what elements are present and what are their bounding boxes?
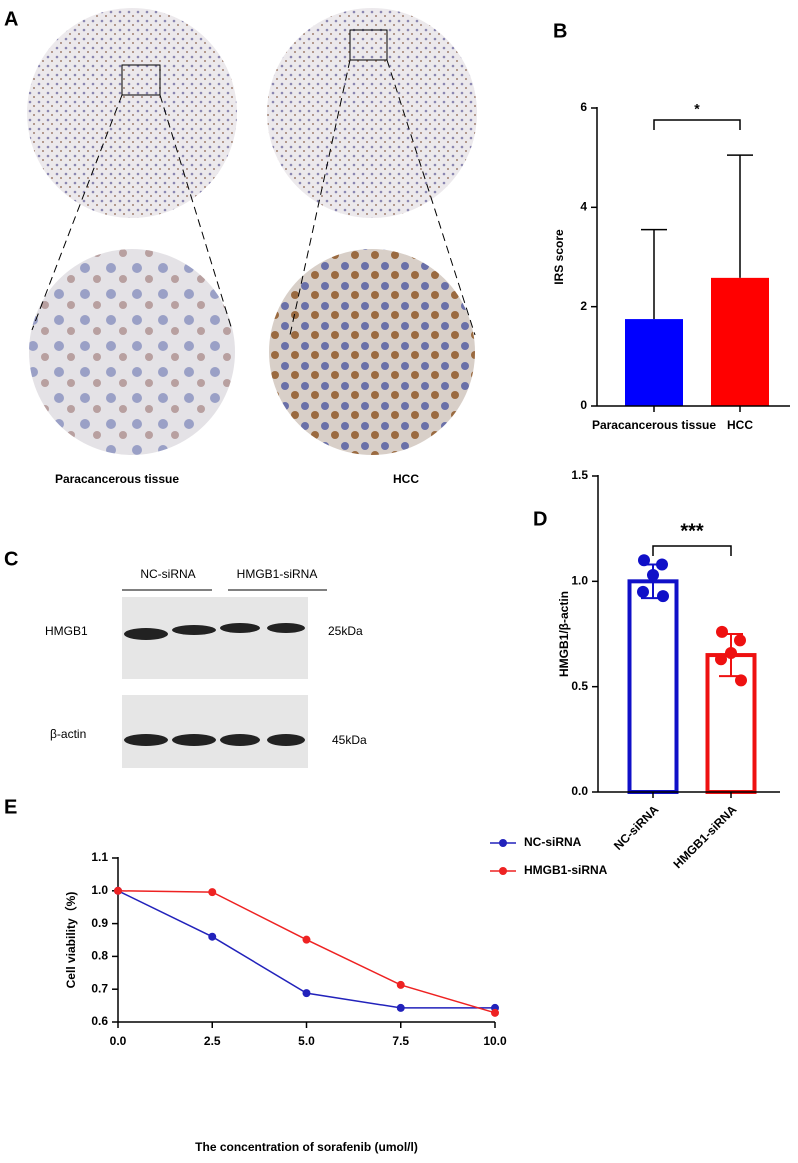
zoom-image	[269, 249, 475, 455]
y-tick-label: 1.0	[91, 883, 108, 897]
caption: HCC	[393, 472, 419, 486]
x-axis-label: The concentration of sorafenib (umol/l)	[195, 1140, 418, 1154]
row-label: HMGB1	[45, 624, 88, 638]
y-tick-label: 2	[580, 299, 587, 313]
data-point	[734, 634, 746, 647]
data-point	[208, 888, 217, 897]
y-tick-label: 6	[580, 100, 587, 114]
significance-bracket	[653, 119, 741, 130]
row-label: β-actin	[50, 727, 86, 741]
data-point	[647, 569, 659, 582]
x-tick-label: 10.0	[483, 1034, 507, 1048]
bar	[711, 277, 769, 406]
zoom-lines	[31, 59, 476, 336]
x-tick-label: HCC	[727, 418, 753, 432]
data-point	[396, 1003, 405, 1012]
size-label: 25kDa	[328, 624, 363, 638]
x-tick-label: 2.5	[204, 1034, 221, 1048]
panel-label: D	[533, 508, 547, 530]
y-tick-label: 0	[580, 398, 587, 412]
bar	[625, 319, 683, 406]
data-point	[735, 674, 747, 687]
data-point	[302, 935, 311, 944]
panel-label: E	[4, 796, 17, 818]
data-point	[396, 980, 405, 989]
data-point	[208, 932, 217, 941]
data-point	[114, 886, 122, 895]
tissue-core	[27, 8, 237, 218]
y-tick-label: 0.9	[91, 916, 108, 930]
data-point	[725, 646, 737, 659]
blot	[122, 695, 308, 768]
legend-label: HMGB1-siRNA	[524, 863, 608, 877]
significance-label: *	[694, 101, 700, 117]
zoom-box	[349, 29, 388, 61]
data-point	[491, 1008, 499, 1017]
y-tick-label: 0.0	[571, 784, 588, 798]
zoom-image	[29, 249, 235, 455]
caption: Paracancerous tissue	[55, 472, 179, 486]
data-point	[302, 989, 311, 998]
y-tick-label: 1.5	[571, 468, 588, 482]
data-point	[637, 585, 649, 598]
legend-label: NC-siRNA	[524, 835, 582, 849]
tissue-core	[267, 8, 477, 218]
x-tick-label: 5.0	[298, 1034, 315, 1048]
y-tick-label: 1.0	[571, 574, 588, 588]
bar	[627, 579, 679, 794]
y-axis-label: HMGB1/β-actin	[557, 591, 571, 677]
y-tick-label: 0.5	[571, 679, 588, 693]
data-point	[657, 590, 669, 603]
legend-marker	[499, 839, 507, 847]
size-label: 45kDa	[332, 733, 367, 747]
x-tick-label: 0.0	[110, 1034, 127, 1048]
data-point	[656, 558, 668, 571]
y-axis-label: Cell viability（%)	[63, 892, 78, 989]
y-tick-label: 0.6	[91, 1014, 108, 1028]
panel-label: A	[4, 8, 18, 30]
data-point	[716, 625, 728, 638]
significance-label: ***	[680, 520, 704, 542]
y-axis-label: IRS score	[552, 229, 566, 285]
y-tick-label: 4	[580, 200, 587, 214]
x-tick-label: Paracancerous tissue	[592, 418, 716, 432]
x-tick-label: HMGB1-siRNA	[671, 802, 740, 871]
y-tick-label: 0.8	[91, 949, 108, 963]
y-tick-label: 1.1	[91, 850, 108, 864]
x-tick-label: NC-siRNA	[611, 802, 662, 853]
data-point	[715, 653, 727, 666]
panel-label: B	[553, 20, 567, 42]
panel-label: C	[4, 548, 18, 570]
y-tick-label: 0.7	[91, 981, 108, 995]
data-point	[638, 554, 650, 567]
group-label: NC-siRNA	[140, 567, 195, 581]
zoom-box	[121, 64, 161, 96]
significance-bracket	[652, 545, 732, 556]
x-tick-label: 7.5	[392, 1034, 409, 1048]
bands	[124, 623, 305, 746]
group-label: HMGB1-siRNA	[237, 567, 318, 581]
legend-marker	[499, 867, 507, 875]
